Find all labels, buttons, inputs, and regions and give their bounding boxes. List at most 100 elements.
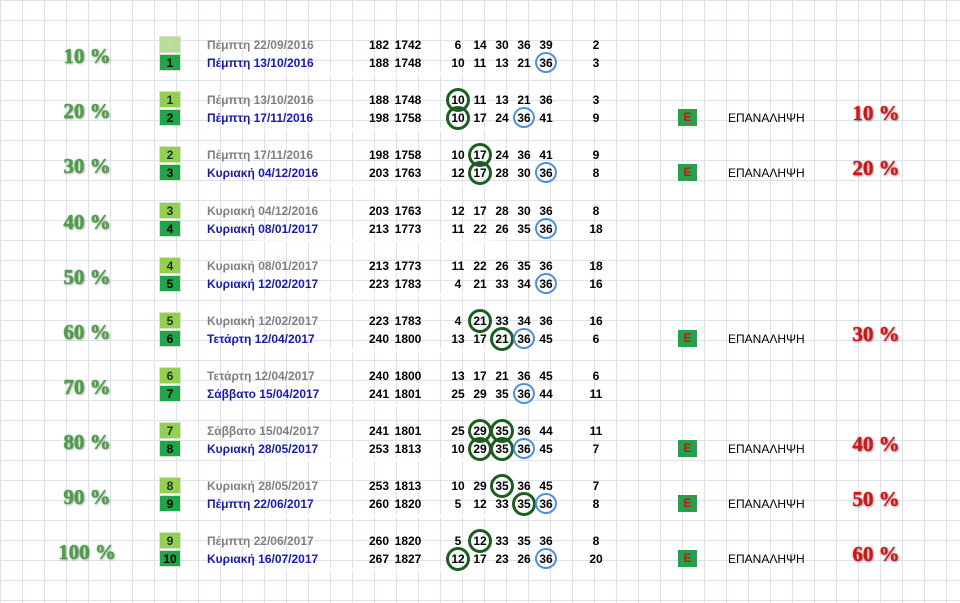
- left-percent-label: 100 %: [58, 540, 116, 564]
- ball-4: 36: [513, 438, 535, 459]
- ball-2: 29: [468, 437, 492, 461]
- ball-5: 45: [539, 332, 553, 346]
- row-divider: [228, 183, 528, 186]
- repeat-label: ΕΠΑΝΑΛΗΨΗ: [728, 166, 805, 180]
- current-draw-row: 5 Κυριακή 12/02/2017 223 1783 4 21 33 34…: [0, 273, 960, 294]
- previous-draw-row: 3 Κυριακή 04/12/2016 203 1763 12 17 28 3…: [0, 202, 960, 220]
- row-divider: [228, 569, 528, 572]
- ball-2: 11: [473, 56, 487, 70]
- ball-1: 4: [454, 314, 462, 328]
- ball-5: 44: [539, 387, 553, 401]
- previous-draw-row: 6 Τετάρτη 12/04/2017 240 1800 13 17 21 3…: [0, 367, 960, 385]
- current-draw-row: 2 Πέμπτη 17/11/2016 198 1758 10 17 24 36…: [0, 101, 960, 130]
- ball-1: 5: [454, 534, 462, 548]
- ball-1: 10: [446, 106, 470, 130]
- draw-date: Τετάρτη 12/04/2017: [207, 369, 315, 383]
- ball-1: 12: [451, 204, 465, 218]
- repeat-badge: Ε: [678, 164, 697, 181]
- draw-pair-group: 40 % 3 Κυριακή 04/12/2016 203 1763 12 17…: [0, 200, 960, 242]
- row-index: 1: [159, 54, 181, 71]
- draw-number: 1783: [394, 314, 422, 328]
- current-draw-row: 6 Τετάρτη 12/04/2017 240 1800 13 17 21 3…: [0, 322, 960, 351]
- bonus-number: 18: [589, 222, 603, 236]
- col-a-value: 213: [368, 259, 390, 273]
- bonus-number: 3: [592, 93, 600, 107]
- ball-4: 36: [513, 107, 535, 128]
- left-percent-label: 30 %: [63, 154, 111, 178]
- draw-number: 1827: [394, 552, 422, 566]
- draw-number: 1773: [394, 259, 422, 273]
- ball-5: 36: [539, 204, 553, 218]
- bonus-number: 8: [592, 204, 600, 218]
- draw-date: Πέμπτη 22/09/2016: [207, 38, 314, 52]
- ball-4: 21: [517, 93, 531, 107]
- bonus-number: 6: [592, 369, 600, 383]
- ball-2: 11: [473, 93, 487, 107]
- row-index: 6: [159, 367, 181, 384]
- previous-draw-row: 4 Κυριακή 08/01/2017 213 1773 11 22 26 3…: [0, 257, 960, 275]
- row-divider: [228, 73, 528, 76]
- col-a-value: 223: [368, 314, 390, 328]
- ball-1: 10: [451, 148, 465, 162]
- draw-pair-group: 80 % 7 Σάββατο 15/04/2017 241 1801 25 29…: [0, 419, 960, 462]
- ball-1: 25: [451, 424, 465, 438]
- ball-3: 35: [490, 437, 514, 461]
- ball-2: 29: [473, 479, 487, 493]
- ball-5: 36: [539, 314, 553, 328]
- row-index: 5: [159, 275, 181, 292]
- row-index: 4: [159, 220, 181, 237]
- repeat-label: ΕΠΑΝΑΛΗΨΗ: [728, 552, 805, 566]
- ball-2: 22: [473, 259, 487, 273]
- ball-1: 11: [451, 222, 465, 236]
- ball-2: 17: [468, 161, 492, 185]
- ball-4: 36: [517, 369, 531, 383]
- draw-number: 1820: [394, 534, 422, 548]
- ball-4: 36: [513, 383, 535, 404]
- draw-number: 1820: [394, 497, 422, 511]
- previous-draw-row: 8 Κυριακή 28/05/2017 253 1813 10 29 35 3…: [0, 474, 960, 498]
- row-index: 0: [159, 36, 181, 53]
- draw-number: 1742: [394, 38, 422, 52]
- repeat-label: ΕΠΑΝΑΛΗΨΗ: [728, 332, 805, 346]
- draw-number: 1783: [394, 277, 422, 291]
- col-a-value: 188: [368, 56, 390, 70]
- row-index: 1: [159, 91, 181, 108]
- ball-3: 33: [495, 314, 509, 328]
- draw-date: Κυριακή 04/12/2016: [207, 166, 319, 180]
- row-divider: [228, 404, 528, 407]
- ball-3: 21: [495, 369, 509, 383]
- ball-2: 12: [468, 529, 492, 553]
- ball-1: 12: [446, 547, 470, 571]
- ball-5: 39: [539, 38, 553, 52]
- bonus-number: 2: [592, 38, 600, 52]
- draw-date: Πέμπτη 22/06/2017: [207, 534, 314, 548]
- col-a-value: 240: [368, 369, 390, 383]
- row-index: 9: [159, 495, 181, 512]
- bonus-number: 7: [592, 479, 600, 493]
- ball-1: 25: [451, 387, 465, 401]
- col-a-value: 223: [368, 277, 390, 291]
- right-percent-label: 10 %: [852, 101, 900, 125]
- col-a-value: 198: [368, 148, 390, 162]
- ball-5: 36: [535, 162, 557, 183]
- ball-4: 21: [517, 56, 531, 70]
- ball-1: 5: [454, 497, 462, 511]
- previous-draw-row: 9 Πέμπτη 22/06/2017 260 1820 5 12 33 35 …: [0, 529, 960, 553]
- col-a-value: 253: [368, 442, 390, 456]
- ball-1: 13: [451, 369, 465, 383]
- draw-date: Κυριακή 12/02/2017: [207, 314, 319, 328]
- draw-date: Σάββατο 15/04/2017: [207, 387, 320, 401]
- draw-pair-group: 70 % 6 Τετάρτη 12/04/2017 240 1800 13 17…: [0, 365, 960, 407]
- current-draw-row: 4 Κυριακή 08/01/2017 213 1773 11 22 26 3…: [0, 218, 960, 239]
- col-a-value: 198: [368, 111, 390, 125]
- ball-3: 26: [495, 259, 509, 273]
- ball-3: 26: [495, 222, 509, 236]
- bonus-number: 3: [592, 56, 600, 70]
- row-index: 7: [159, 422, 181, 439]
- ball-5: 36: [539, 259, 553, 273]
- current-draw-row: 10 Κυριακή 16/07/2017 267 1827 12 17 23 …: [0, 542, 960, 571]
- repeat-label: ΕΠΑΝΑΛΗΨΗ: [728, 442, 805, 456]
- row-index: 8: [159, 477, 181, 494]
- draw-number: 1773: [394, 222, 422, 236]
- repeat-badge: Ε: [678, 440, 697, 457]
